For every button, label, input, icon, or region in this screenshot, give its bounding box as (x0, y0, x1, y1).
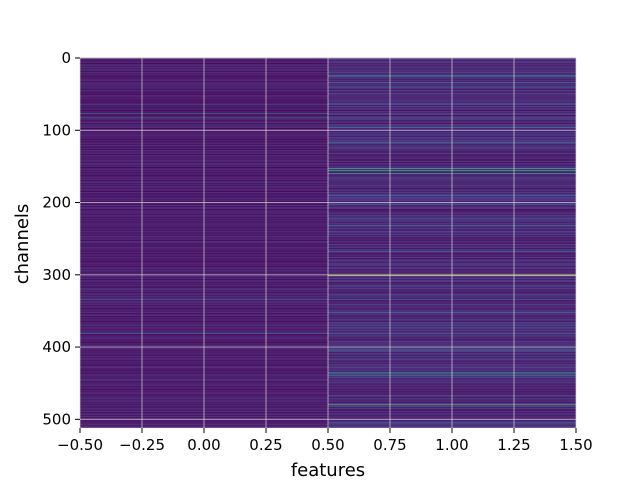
x-tick-label: 1.00 (435, 436, 468, 454)
x-tick-label: 0.50 (311, 436, 344, 454)
y-axis-ticks: 0 100 200 300 400 500 (42, 49, 80, 428)
y-tick-label: 0 (61, 49, 71, 67)
x-tick-label: 0.75 (373, 436, 406, 454)
x-tick-label: 0.25 (249, 436, 282, 454)
x-tick-label: 0.00 (187, 436, 220, 454)
y-tick-label: 100 (42, 121, 71, 139)
y-tick-label: 500 (42, 410, 71, 428)
x-tick-label: −0.25 (119, 436, 165, 454)
x-tick-label: −0.50 (57, 436, 103, 454)
x-tick-label: 1.25 (497, 436, 530, 454)
x-axis-title: features (291, 460, 365, 480)
x-tick-label: 1.50 (559, 436, 592, 454)
y-tick-label: 200 (42, 194, 71, 212)
y-tick-label: 400 (42, 338, 71, 356)
y-tick-label: 300 (42, 266, 71, 284)
y-axis-title: channels (12, 204, 33, 285)
x-axis-ticks: −0.50 −0.25 0.00 0.25 0.50 0.75 1.00 1.25 1.50 (57, 428, 593, 454)
grid-lines (79, 57, 577, 428)
